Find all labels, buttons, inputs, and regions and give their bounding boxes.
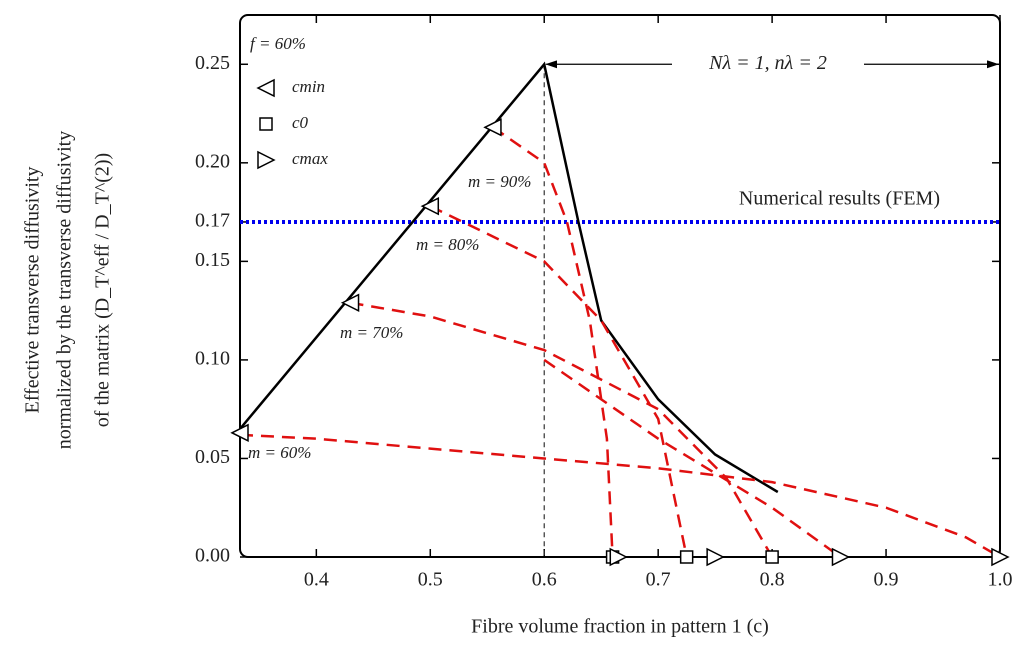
marker bbox=[679, 550, 694, 564]
marker bbox=[706, 547, 725, 567]
dashed-line bbox=[350, 301, 774, 558]
legend-label: cmin bbox=[292, 77, 325, 96]
x-tick-label: 0.8 bbox=[760, 569, 785, 591]
reference-label: Numerical results (FEM) bbox=[739, 188, 940, 210]
marker bbox=[483, 118, 502, 137]
legend-label: c0 bbox=[292, 113, 309, 132]
annotation: m = 90% bbox=[468, 172, 531, 191]
marker bbox=[609, 547, 628, 567]
y-tick-label: 0.20 bbox=[195, 150, 230, 172]
y-tick-label: 0.05 bbox=[195, 446, 230, 468]
x-tick-label: 0.9 bbox=[874, 569, 899, 591]
dashed-line bbox=[239, 433, 1001, 559]
arrow-label-bg bbox=[672, 50, 864, 79]
y-tick-label: 0.10 bbox=[195, 348, 230, 370]
legend-marker bbox=[259, 117, 273, 131]
line bbox=[239, 61, 779, 494]
marker bbox=[340, 293, 360, 312]
y-tick-label: 0.17 bbox=[195, 210, 230, 232]
annotation: m = 60% bbox=[248, 443, 311, 462]
y-axis-label: normalized by the transverse diffusivity bbox=[54, 131, 76, 449]
marker bbox=[831, 547, 851, 567]
y-tick-label: 0.00 bbox=[195, 545, 230, 567]
legend-marker bbox=[256, 78, 275, 98]
annotation: m = 80% bbox=[416, 235, 479, 254]
arrow-label: Nλ = 1, nλ = 2 bbox=[708, 52, 827, 74]
x-axis-label: Fibre volume fraction in pattern 1 (c) bbox=[471, 616, 769, 638]
y-tick-label: 0.25 bbox=[195, 52, 230, 74]
dashed-line bbox=[543, 358, 842, 559]
x-tick-label: 0.7 bbox=[646, 569, 671, 591]
dashed-line bbox=[492, 126, 614, 558]
marker bbox=[230, 423, 249, 443]
dashed-line bbox=[429, 205, 688, 558]
y-axis-label: of the matrix (D_T^eff / D_T^(2)) bbox=[92, 153, 114, 427]
y-tick-label: 0.15 bbox=[195, 249, 230, 271]
marker bbox=[420, 196, 440, 216]
plot-frame bbox=[239, 14, 1001, 558]
x-tick-label: 0.4 bbox=[304, 569, 329, 591]
marker bbox=[991, 547, 1010, 567]
annotation: f = 60% bbox=[250, 34, 306, 53]
x-tick-label: 0.5 bbox=[418, 569, 443, 591]
x-tick-label: 1.0 bbox=[988, 569, 1013, 591]
x-tick-label: 0.6 bbox=[532, 569, 557, 591]
legend-label: cmax bbox=[292, 149, 328, 168]
legend-marker bbox=[257, 150, 276, 170]
y-axis-label: Effective transverse diffusivity bbox=[22, 167, 44, 414]
annotation: m = 70% bbox=[340, 323, 403, 342]
marker bbox=[765, 550, 779, 564]
